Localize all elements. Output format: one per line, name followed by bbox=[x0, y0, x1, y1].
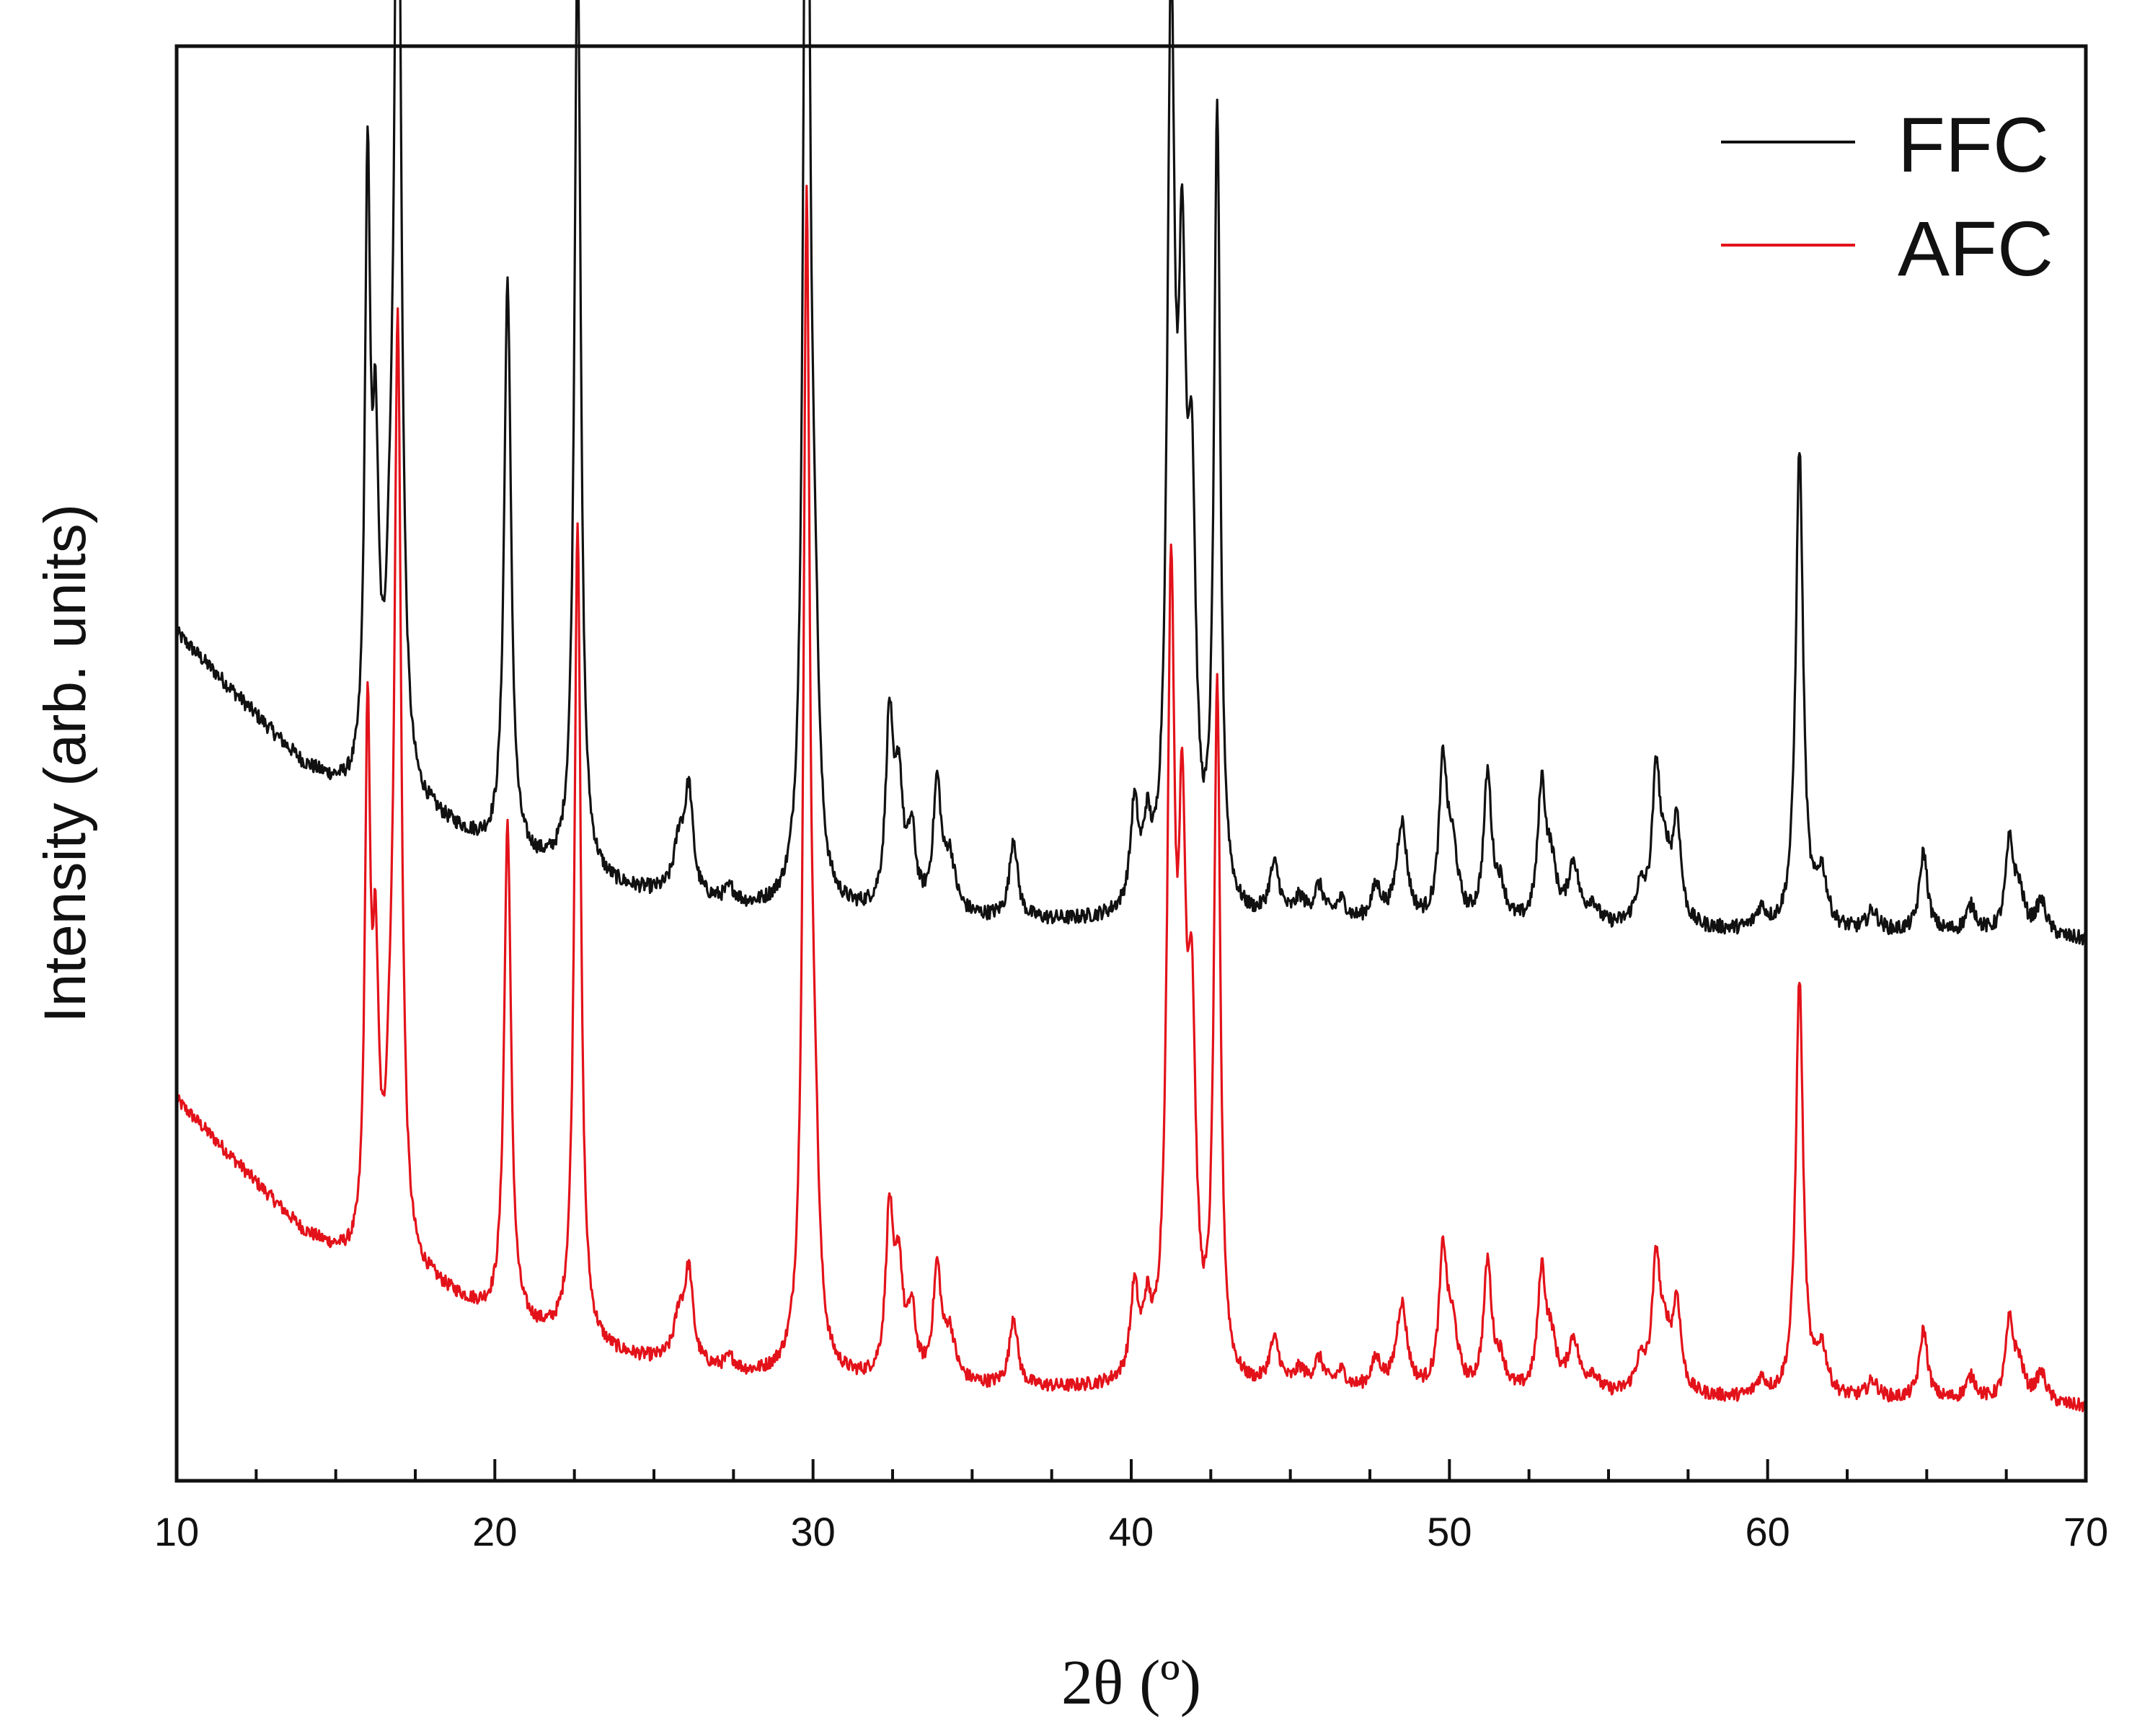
series-layer bbox=[175, 0, 2087, 1412]
x-tick-label: 70 bbox=[2063, 1509, 2108, 1554]
x-tick-label: 10 bbox=[154, 1509, 199, 1554]
legend-label-ffc: FFC bbox=[1898, 101, 2049, 188]
series-line-afc bbox=[175, 185, 2087, 1412]
x-tick-label: 50 bbox=[1427, 1509, 1472, 1554]
x-axis: 10 20 30 40 50 60 70 bbox=[154, 1459, 2108, 1554]
x-axis-title: 2θ (º) bbox=[1061, 1648, 1201, 1718]
y-axis-title: Intensity (arb. units) bbox=[32, 504, 98, 1023]
x-tick-label: 30 bbox=[791, 1509, 836, 1554]
series-line-ffc bbox=[175, 0, 2087, 946]
legend-label-afc: AFC bbox=[1898, 205, 2053, 292]
x-tick-label: 20 bbox=[472, 1509, 517, 1554]
legend: FFC AFC bbox=[1721, 101, 2053, 292]
x-tick-label: 40 bbox=[1109, 1509, 1154, 1554]
x-tick-label: 60 bbox=[1746, 1509, 1790, 1554]
